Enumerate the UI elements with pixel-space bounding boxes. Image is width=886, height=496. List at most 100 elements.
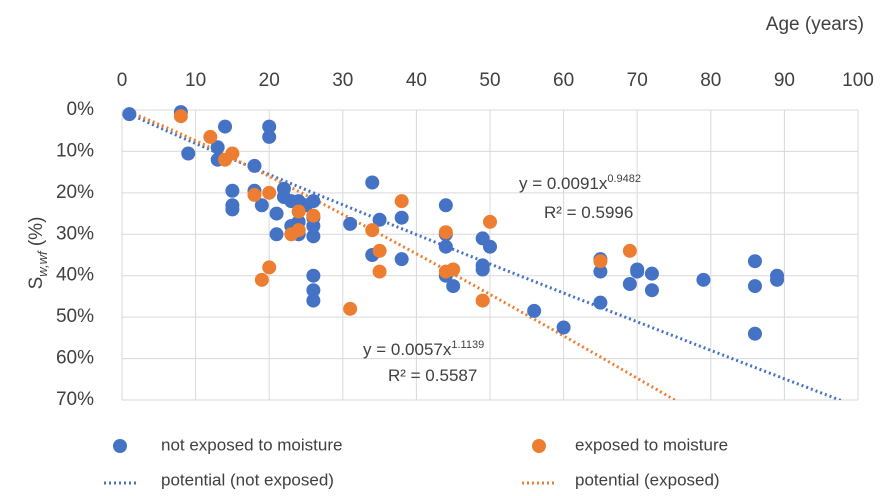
point-not-exposed (556, 320, 571, 335)
point-not-exposed (225, 183, 240, 198)
point-not-exposed (262, 119, 277, 134)
point-not-exposed (747, 279, 762, 294)
y-axis-title-unit: (%) (26, 217, 47, 252)
point-not-exposed (622, 277, 637, 291)
point-not-exposed (747, 326, 762, 341)
point-exposed (622, 243, 637, 258)
x-tick-label: 90 (774, 70, 795, 91)
y-tick-label: 70% (56, 389, 94, 410)
point-exposed (593, 254, 608, 269)
point-exposed (291, 223, 306, 238)
point-not-exposed (254, 198, 269, 213)
point-exposed (262, 185, 277, 200)
point-exposed (254, 272, 269, 287)
point-not-exposed (747, 254, 762, 269)
point-not-exposed (306, 229, 321, 244)
point-exposed (372, 264, 387, 279)
trend-equation-exposed-base: y = 0.0057x (363, 340, 452, 359)
x-tick-label: 60 (553, 70, 574, 91)
x-tick-label: 80 (700, 70, 721, 91)
point-not-exposed (644, 283, 659, 298)
y-tick-label: 60% (56, 348, 94, 369)
point-not-exposed (306, 268, 321, 283)
point-not-exposed (181, 146, 196, 161)
point-not-exposed (696, 272, 711, 287)
point-not-exposed (593, 264, 608, 279)
point-exposed (365, 223, 380, 238)
y-tick-label: 10% (56, 140, 94, 161)
x-tick-label: 70 (627, 70, 648, 91)
y-tick-label: 50% (56, 306, 94, 327)
point-not-exposed (630, 264, 645, 279)
point-not-exposed (483, 239, 497, 254)
point-not-exposed (225, 202, 240, 217)
trend-equation-not-exposed: y = 0.0091x0.9482 (519, 173, 641, 193)
point-exposed (262, 260, 277, 275)
trend-equation-not-exposed-base: y = 0.0091x (519, 174, 608, 193)
point-not-exposed (306, 194, 321, 209)
point-not-exposed (262, 129, 277, 144)
point-exposed (306, 208, 321, 223)
point-not-exposed (394, 210, 409, 225)
point-exposed (475, 293, 490, 308)
point-not-exposed (269, 227, 284, 242)
x-tick-label: 10 (185, 70, 206, 91)
point-not-exposed (269, 206, 284, 221)
point-not-exposed (770, 272, 785, 287)
point-exposed (247, 187, 262, 202)
y-axis-title-main: S (26, 277, 47, 290)
point-not-exposed (122, 107, 137, 122)
point-exposed (291, 204, 306, 219)
point-not-exposed (365, 175, 380, 190)
trend-r2-not-exposed: R² = 0.5996 (544, 203, 633, 222)
point-exposed (394, 194, 409, 209)
legend: not exposed to moisture exposed to moist… (104, 435, 728, 489)
point-not-exposed (593, 295, 608, 310)
point-exposed (446, 262, 461, 277)
point-not-exposed (446, 279, 461, 294)
trendlines (128, 110, 844, 400)
legend-label-not-exposed: not exposed to moisture (161, 435, 342, 454)
point-not-exposed (306, 283, 321, 298)
y-tick-label: 40% (56, 265, 94, 286)
point-not-exposed (475, 262, 490, 277)
point-not-exposed (343, 216, 358, 231)
x-tick-label: 20 (259, 70, 280, 91)
x-tick-label: 40 (406, 70, 427, 91)
point-not-exposed (247, 158, 262, 173)
point-not-exposed (527, 303, 542, 318)
trend-equation-not-exposed-exponent: 0.9482 (607, 173, 641, 185)
point-exposed (225, 146, 240, 161)
legend-label-exposed: exposed to moisture (575, 435, 728, 454)
tick-labels: 0 10 20 30 40 50 60 70 80 90 100 0% 10% 20% 30% 40% 50% 6… (56, 70, 874, 410)
trend-equation-exposed-exponent: 1.1139 (451, 339, 484, 351)
point-not-exposed (372, 212, 387, 227)
x-tick-label: 30 (332, 70, 353, 91)
legend-marker-not-exposed (113, 439, 127, 453)
trend-r2-exposed: R² = 0.5587 (388, 366, 477, 385)
point-exposed (173, 109, 188, 124)
point-not-exposed (438, 239, 453, 254)
point-not-exposed (306, 219, 321, 233)
point-not-exposed (438, 198, 453, 213)
point-not-exposed (394, 252, 409, 267)
x-tick-label: 0 (117, 70, 128, 91)
point-exposed (203, 129, 218, 144)
y-tick-label: 20% (56, 182, 94, 203)
legend-label-potential-not-exposed: potential (not exposed) (161, 470, 334, 489)
x-tick-label: 100 (842, 70, 874, 91)
y-tick-label: 30% (56, 223, 94, 244)
y-axis-title: Sw,wf (%) (26, 217, 50, 290)
point-exposed (438, 225, 453, 240)
trendline-not-exposed (128, 112, 844, 400)
y-axis-title-subscript: w,wf (35, 250, 50, 277)
point-not-exposed (210, 140, 225, 155)
data-points (122, 105, 785, 341)
grid (121, 109, 859, 401)
point-not-exposed (644, 266, 659, 281)
point-not-exposed (306, 293, 321, 308)
y-tick-label: 0% (67, 99, 95, 120)
point-exposed (343, 301, 358, 316)
x-tick-label: 50 (479, 70, 500, 91)
